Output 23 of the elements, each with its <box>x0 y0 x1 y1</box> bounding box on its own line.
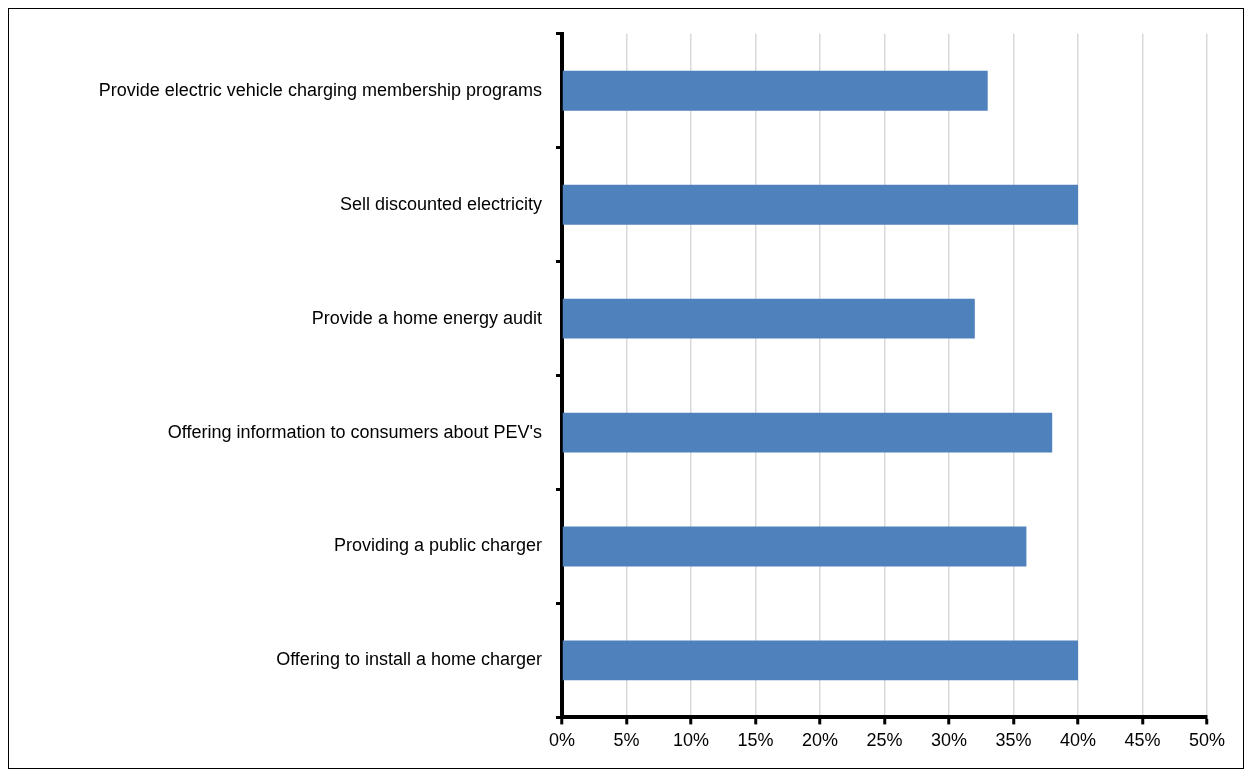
y-tick-label: Providing a public charger <box>333 535 542 556</box>
x-tick-label: 30% <box>930 730 968 751</box>
bar <box>562 640 1078 681</box>
x-tick-label: 10% <box>672 730 710 751</box>
y-tick-label: Sell discounted electricity <box>339 193 542 214</box>
y-tick-label: Provide electric vehicle charging membership programs <box>98 79 542 100</box>
bar <box>562 70 988 111</box>
x-tick-label: 25% <box>866 730 903 751</box>
y-tick-label: Offering information to consumers about PEV's <box>167 421 542 442</box>
x-tick-label: 35% <box>995 730 1032 751</box>
y-tick-label: Provide a home energy audit <box>311 307 542 328</box>
x-tick-label: 5% <box>613 730 640 751</box>
x-tick-label: 0% <box>548 730 576 751</box>
bar <box>562 526 1027 567</box>
bar <box>562 298 975 339</box>
x-tick-label: 45% <box>1124 730 1161 751</box>
x-tick-label: 15% <box>737 730 774 751</box>
x-tick-label: 40% <box>1059 730 1097 751</box>
x-tick-label: 20% <box>801 730 839 751</box>
x-tick-label: 50% <box>1188 730 1226 751</box>
bar <box>562 184 1078 225</box>
y-tick-label: Offering to install a home charger <box>276 649 542 670</box>
bar <box>562 412 1053 453</box>
